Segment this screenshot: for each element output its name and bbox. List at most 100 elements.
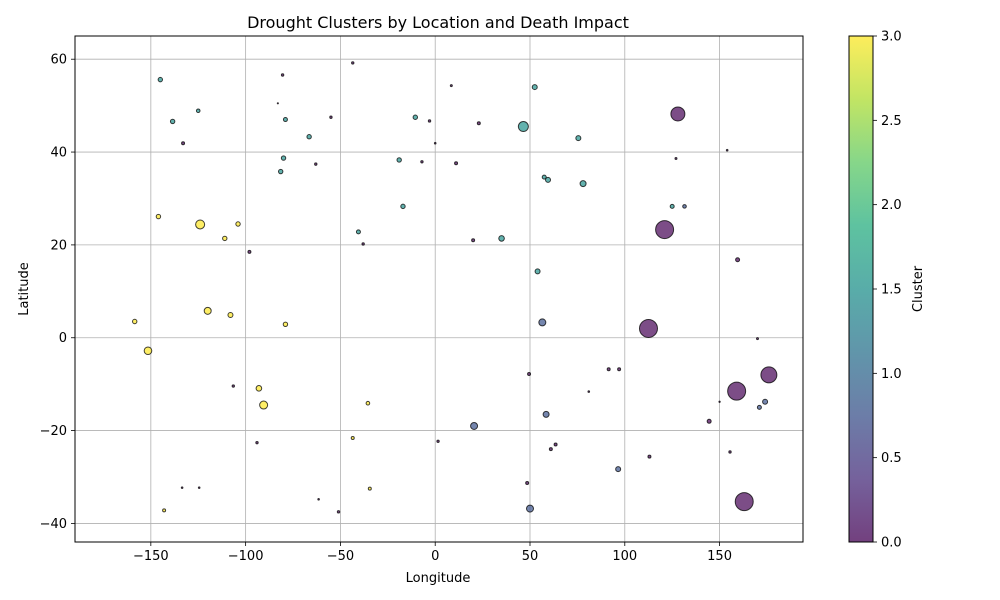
data-point bbox=[727, 381, 747, 401]
data-point bbox=[454, 161, 459, 166]
data-point bbox=[718, 400, 721, 404]
data-point bbox=[587, 390, 591, 393]
chart-title: Drought Clusters by Location and Death I… bbox=[247, 13, 629, 32]
data-point bbox=[553, 442, 558, 447]
x-tick-label: −150 bbox=[133, 549, 169, 564]
data-point bbox=[525, 481, 530, 486]
x-tick-label: −100 bbox=[228, 549, 264, 564]
colorbar-label: Cluster bbox=[911, 265, 926, 312]
x-tick-label: 50 bbox=[522, 549, 539, 564]
data-point bbox=[306, 134, 312, 140]
data-point bbox=[527, 371, 532, 376]
data-point bbox=[498, 235, 505, 242]
x-tick-label: 100 bbox=[612, 549, 637, 564]
data-point bbox=[235, 221, 241, 227]
data-point bbox=[420, 160, 424, 164]
data-point bbox=[282, 321, 289, 327]
data-point bbox=[670, 106, 686, 122]
data-point bbox=[317, 497, 320, 501]
data-point bbox=[259, 400, 269, 410]
data-point bbox=[336, 510, 341, 514]
data-point bbox=[162, 508, 167, 513]
data-point bbox=[471, 238, 476, 243]
data-point bbox=[132, 318, 138, 325]
data-point bbox=[180, 486, 184, 489]
colorbar-tick-label: 1.5 bbox=[881, 283, 902, 298]
data-point bbox=[282, 117, 288, 123]
data-point bbox=[143, 346, 153, 356]
data-point bbox=[255, 440, 259, 445]
data-point bbox=[606, 367, 611, 372]
x-tick-label: 0 bbox=[431, 549, 439, 564]
y-axis-ticks: −40 −20 0 20 40 60 bbox=[40, 53, 75, 532]
plot-area bbox=[74, 35, 804, 543]
y-axis-label: Latitude bbox=[17, 262, 32, 316]
y-tick-label: 20 bbox=[50, 238, 67, 253]
data-point bbox=[647, 454, 652, 459]
colorbar-tick-label: 0.5 bbox=[881, 451, 902, 466]
data-point bbox=[427, 119, 432, 123]
data-point bbox=[351, 61, 355, 65]
data-point bbox=[725, 148, 729, 152]
x-axis-ticks: −150 −100 −50 0 50 100 150 bbox=[133, 542, 732, 564]
y-tick-label: 0 bbox=[59, 331, 67, 346]
data-point bbox=[197, 486, 201, 489]
data-point bbox=[531, 84, 538, 91]
x-tick-label: −50 bbox=[327, 549, 354, 564]
data-point bbox=[247, 249, 252, 254]
data-point bbox=[734, 492, 754, 512]
data-point bbox=[526, 504, 534, 513]
data-point bbox=[329, 115, 333, 119]
data-points bbox=[132, 61, 778, 514]
data-point bbox=[195, 219, 206, 230]
data-point bbox=[400, 203, 406, 210]
data-point bbox=[542, 410, 550, 418]
data-point bbox=[638, 318, 658, 338]
data-point bbox=[728, 450, 732, 454]
data-point bbox=[470, 421, 479, 430]
data-point bbox=[195, 108, 201, 114]
data-point bbox=[367, 486, 372, 491]
colorbar-gradient bbox=[849, 36, 873, 542]
data-point bbox=[545, 176, 552, 183]
data-point bbox=[655, 220, 675, 240]
x-axis-label: Longitude bbox=[406, 571, 471, 586]
data-point bbox=[396, 157, 402, 163]
data-point bbox=[706, 418, 712, 424]
colorbar-tick-label: 0.0 bbox=[881, 536, 902, 551]
data-point bbox=[169, 118, 176, 125]
data-point bbox=[756, 337, 759, 341]
data-point bbox=[314, 162, 318, 166]
data-point bbox=[227, 311, 234, 318]
data-point bbox=[231, 384, 236, 388]
data-point bbox=[682, 204, 687, 209]
colorbar-ticks: 0.0 0.5 1.0 1.5 2.0 2.5 3.0 bbox=[873, 30, 902, 551]
data-point bbox=[756, 404, 762, 410]
data-point bbox=[579, 180, 587, 188]
data-point bbox=[157, 76, 164, 83]
data-point bbox=[365, 400, 371, 406]
colorbar-tick-label: 1.0 bbox=[881, 367, 902, 382]
data-point bbox=[669, 203, 675, 209]
data-point bbox=[476, 121, 481, 126]
data-point bbox=[361, 242, 365, 246]
grid-lines bbox=[75, 36, 803, 542]
data-point bbox=[355, 229, 361, 235]
data-point bbox=[735, 257, 741, 263]
data-point bbox=[203, 306, 212, 315]
x-tick-label: 150 bbox=[707, 549, 732, 564]
data-point bbox=[436, 439, 440, 443]
data-point bbox=[277, 168, 284, 175]
data-point bbox=[280, 155, 287, 161]
data-point bbox=[762, 398, 769, 405]
data-point bbox=[255, 385, 263, 392]
y-tick-label: 60 bbox=[50, 53, 67, 68]
data-point bbox=[280, 73, 285, 77]
data-point bbox=[538, 318, 547, 327]
data-point bbox=[517, 121, 529, 133]
data-point bbox=[575, 135, 582, 142]
colorbar-tick-label: 2.5 bbox=[881, 114, 902, 129]
data-point bbox=[617, 367, 622, 372]
